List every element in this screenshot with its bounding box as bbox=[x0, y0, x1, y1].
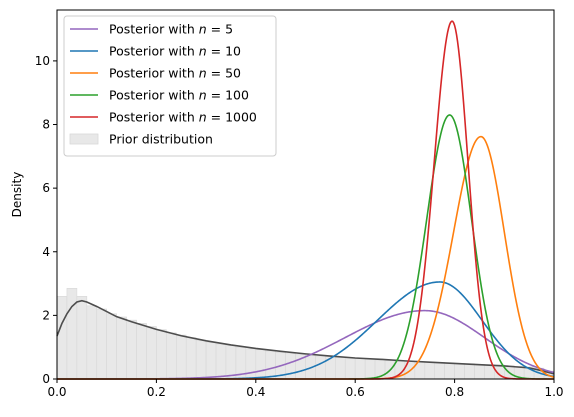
prior-histogram-bar bbox=[454, 363, 465, 380]
prior-kde-line bbox=[56, 299, 555, 375]
legend: Posterior with n = 5 Posterior with n = 1… bbox=[63, 15, 277, 157]
x-tick-label: 0.4 bbox=[246, 385, 265, 399]
prior-histogram-bar bbox=[364, 358, 376, 380]
legend-label: Posterior with n = 100 bbox=[109, 88, 249, 103]
prior-histogram-bar bbox=[195, 339, 207, 380]
legend-label: Posterior with n = 1000 bbox=[109, 110, 257, 125]
prior-histogram-bar bbox=[156, 329, 167, 380]
legend-box bbox=[63, 15, 277, 157]
prior-histogram-bar bbox=[126, 319, 137, 380]
prior-histogram-bar bbox=[116, 316, 127, 380]
prior-histogram-bar bbox=[225, 345, 237, 380]
legend-label: Posterior with n = 5 bbox=[109, 22, 233, 37]
prior-histogram-bar bbox=[255, 349, 267, 380]
prior-histogram-bar bbox=[136, 323, 147, 380]
prior-histogram-bar bbox=[474, 364, 485, 380]
prior-histogram-bar bbox=[205, 342, 217, 380]
y-tick-label: 6 bbox=[42, 181, 50, 195]
y-axis-label: Density bbox=[10, 172, 24, 218]
legend-swatch-prior bbox=[69, 133, 99, 145]
y-tick-label: 8 bbox=[42, 118, 50, 132]
prior-histogram-bar bbox=[464, 363, 475, 380]
plot-frame bbox=[56, 9, 555, 380]
prior-histogram-bar bbox=[86, 305, 98, 380]
prior-histogram-bar bbox=[444, 362, 455, 380]
prior-histogram-bar bbox=[315, 355, 326, 380]
x-tick-label: 0.6 bbox=[346, 385, 365, 399]
prior-histogram-bar bbox=[265, 350, 276, 380]
prior-histogram-bar bbox=[215, 343, 227, 380]
x-axis: 0.0 0.2 0.4 0.6 0.8 1.0 bbox=[47, 379, 564, 399]
prior-histogram-bar bbox=[434, 362, 445, 380]
prior-histogram-bar bbox=[56, 295, 68, 380]
x-tick-label: 0.0 bbox=[47, 385, 66, 399]
prior-kde-layer bbox=[56, 299, 555, 375]
y-tick-label: 4 bbox=[42, 245, 50, 259]
prior-histogram-bar bbox=[166, 332, 177, 380]
prior-histogram-bar bbox=[66, 288, 78, 380]
prior-histogram-bar bbox=[335, 357, 346, 380]
legend-label: Posterior with n = 10 bbox=[109, 44, 241, 59]
y-tick-label: 10 bbox=[35, 54, 50, 68]
prior-histogram-bar bbox=[245, 348, 257, 380]
prior-histogram-bar bbox=[76, 295, 88, 380]
legend-label: Posterior with n = 50 bbox=[109, 66, 241, 81]
y-tick-label: 0 bbox=[42, 372, 50, 386]
y-tick-label: 2 bbox=[42, 308, 50, 322]
prior-histogram-bar bbox=[344, 357, 356, 380]
x-tick-label: 1.0 bbox=[544, 385, 563, 399]
y-axis: 0 2 4 6 8 10 bbox=[35, 54, 57, 386]
prior-histogram-bar bbox=[424, 361, 436, 380]
prior-histogram-bar bbox=[354, 358, 366, 380]
prior-histogram-bar bbox=[146, 326, 157, 380]
prior-histogram-bar bbox=[175, 334, 187, 380]
prior-histogram-bar bbox=[185, 337, 197, 380]
legend-label-prior: Prior distribution bbox=[109, 132, 213, 147]
x-tick-label: 0.2 bbox=[147, 385, 166, 399]
prior-histogram-bar bbox=[285, 353, 296, 380]
prior-histogram-bar bbox=[96, 308, 108, 380]
x-tick-label: 0.8 bbox=[445, 385, 464, 399]
prior-histogram-bar bbox=[106, 313, 117, 380]
